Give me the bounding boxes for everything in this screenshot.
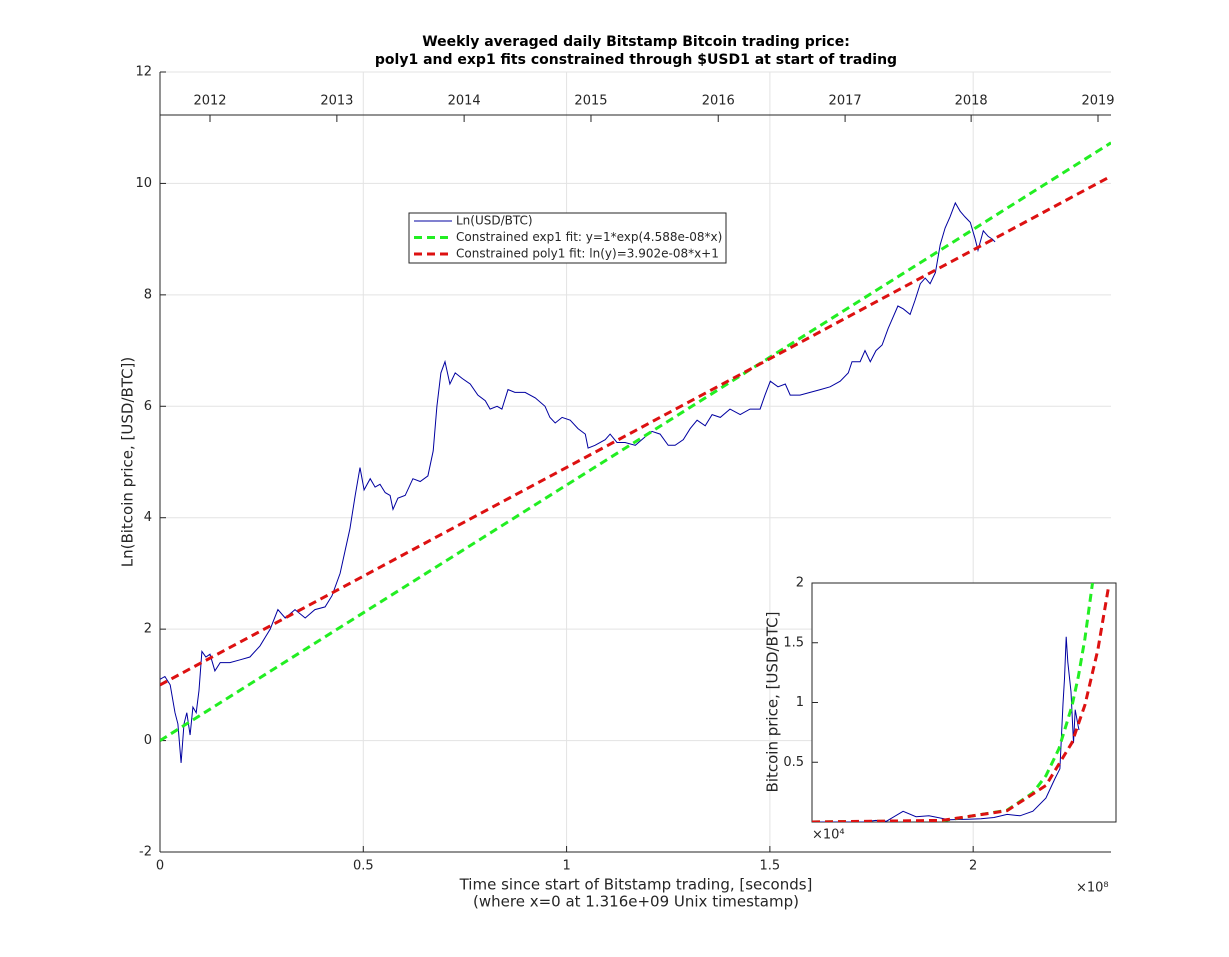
y-tick-label: 6 [144,399,152,414]
x2-tick-label: 2013 [320,94,353,109]
y-tick-label: 12 [135,65,152,80]
x2-tick-label: 2014 [448,94,481,109]
y-tick-label: 4 [144,510,152,525]
plot-area [812,583,1111,822]
y-tick-label: 1.5 [783,635,804,650]
y-tick-label: 2 [796,576,804,591]
data-line [812,586,1111,822]
plot-area [160,141,1111,763]
legend-label: Ln(USD/BTC) [456,214,533,228]
inset-background [811,582,1117,823]
y-tick-label: 10 [135,176,152,191]
y-tick-label: 1 [796,695,804,710]
data-line [812,636,1080,822]
x2-tick-label: 2018 [955,94,988,109]
legend-label: Constrained exp1 fit: y=1*exp(4.588e-08*… [456,230,722,244]
y-tick-label: 8 [144,287,152,302]
x2-tick-label: 2017 [829,94,862,109]
y-multiplier: ×10⁴ [812,828,845,843]
data-line [160,174,1111,687]
x-axis-label: (where x=0 at 1.316e+09 Unix timestamp) [473,893,799,911]
x-multiplier: ×10⁸ [1076,881,1109,896]
x-tick-label: 0.5 [353,859,374,874]
y-axis-label: Bitcoin price, [USD/BTC] [764,612,782,793]
y-tick-label: 0.5 [783,755,804,770]
y-tick-label: -2 [139,845,152,860]
y-axis-label: Ln(Bitcoin price, [USD/BTC]) [119,357,137,568]
x2-tick-label: 2012 [193,94,226,109]
x-tick-label: 2 [969,859,977,874]
legend-box [408,212,727,264]
x2-tick-label: 2015 [574,94,607,109]
x-tick-label: 1.5 [760,859,781,874]
data-line [160,141,1111,742]
y-tick-label: 2 [144,622,152,637]
data-line [160,201,996,763]
legend-label: Constrained poly1 fit: ln(y)=3.902e-08*x… [456,247,719,261]
x-tick-label: 1 [562,859,570,874]
x2-tick-label: 2019 [1081,94,1114,109]
x-tick-label: 0 [156,859,164,874]
x-axis-label: Time since start of Bitstamp trading, [s… [459,876,813,894]
x2-tick-label: 2016 [702,94,735,109]
y-tick-label: 0 [144,733,152,748]
chart-title: poly1 and exp1 fits constrained through … [375,52,897,68]
chart-title: Weekly averaged daily Bitstamp Bitcoin t… [422,34,850,50]
